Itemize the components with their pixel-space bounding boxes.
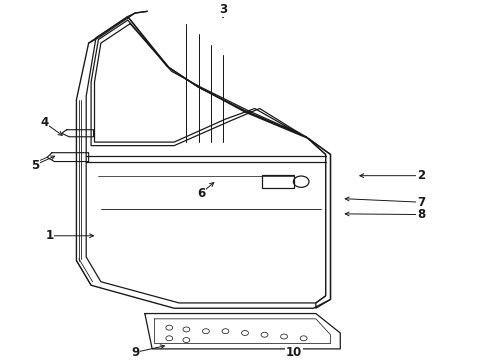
Text: 6: 6	[197, 187, 205, 200]
Text: 8: 8	[417, 208, 425, 221]
Text: 4: 4	[41, 116, 49, 129]
Text: 1: 1	[46, 229, 53, 242]
Text: 3: 3	[219, 3, 227, 16]
Text: 2: 2	[417, 169, 425, 182]
Text: 7: 7	[417, 196, 425, 209]
Text: 9: 9	[131, 346, 139, 359]
Text: 10: 10	[286, 346, 302, 359]
Text: 5: 5	[31, 158, 39, 172]
